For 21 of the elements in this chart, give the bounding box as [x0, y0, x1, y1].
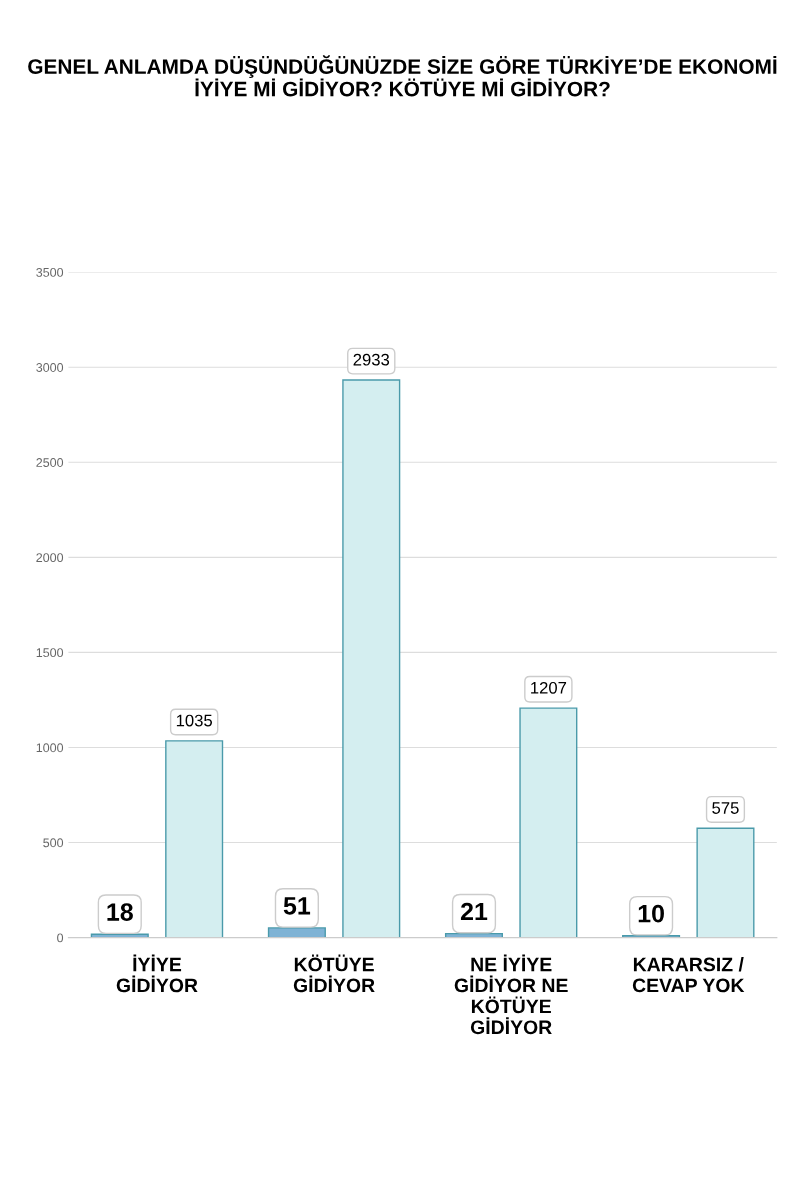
y-tick-label: 1500: [36, 648, 64, 658]
y-tick-label: 0: [57, 933, 64, 943]
y-tick-label: 3500: [36, 267, 64, 277]
x-tick-label: KÖTÜYE GİDİYOR: [293, 954, 375, 993]
x-tick-label: KARARSIZ / CEVAP YOK: [632, 957, 745, 993]
data-label: 1207: [531, 681, 567, 694]
y-tick-label: 500: [43, 838, 64, 848]
data-label: 575: [712, 802, 739, 814]
data-label: 1035: [176, 714, 213, 727]
data-label: 21: [460, 902, 488, 921]
chart-title: GENEL ANLAMDA DÜŞÜNDÜĞÜNÜZDE SİZE GÖRE TÜRKİYE’DE EKONOMİ İYİYE Mİ GİDİYOR? KÖTÜYE Mİ GİDİYOR?: [28, 55, 777, 97]
x-tick-label: NE İYİYE GİDİYOR NE KÖTÜYE GİDİYOR: [454, 954, 568, 1035]
y-tick-label: 2500: [36, 458, 64, 467]
x-tick-label: İYİYE GİDİYOR: [116, 954, 198, 993]
data-label: 2933: [353, 353, 390, 366]
data-label: 18: [107, 903, 133, 921]
y-tick-label: 1000: [36, 743, 64, 753]
y-tick-label: 3000: [36, 363, 64, 372]
y-tick-label: 2000: [36, 553, 64, 563]
data-label: 10: [638, 904, 664, 923]
data-label: 51: [283, 897, 311, 915]
